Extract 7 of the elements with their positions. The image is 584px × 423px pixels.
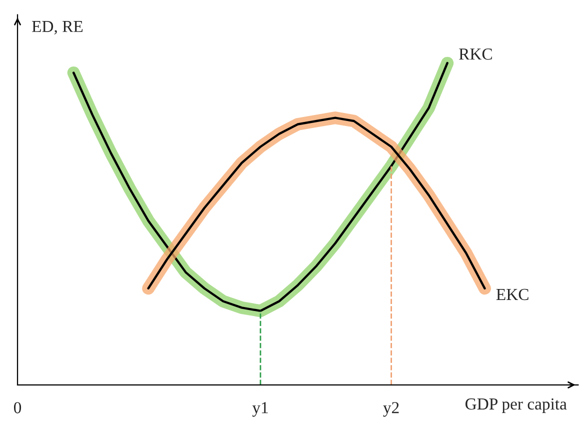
x-tick-label: y2 — [383, 402, 399, 417]
series-label: EKC — [496, 288, 528, 300]
x-axis-title: GDP per capita — [466, 398, 567, 413]
y-axis-title: ED, RE — [32, 21, 83, 34]
x-tick-label: 0 — [14, 402, 22, 414]
series-label: RKC — [459, 48, 492, 60]
x-tick-label: y1 — [252, 402, 268, 417]
